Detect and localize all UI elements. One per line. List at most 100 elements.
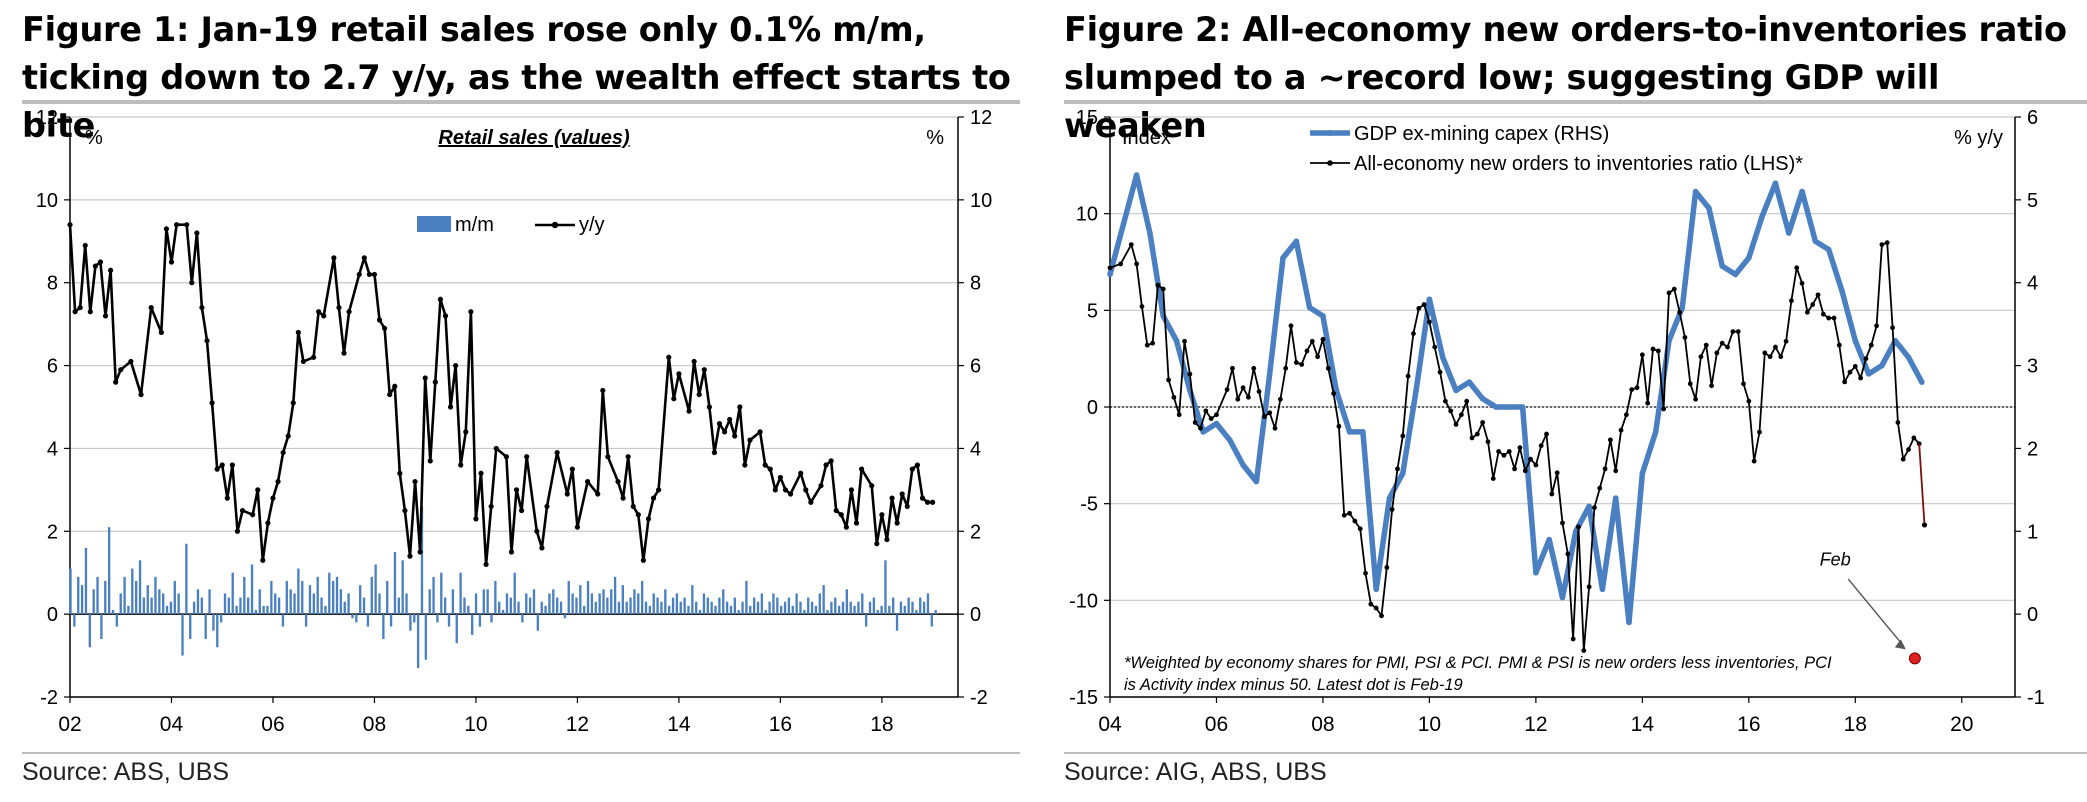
mm-bar: [671, 597, 675, 615]
y-tick-label-right: 1: [2027, 521, 2038, 543]
mm-bar: [903, 605, 906, 615]
ratio-marker: [1528, 456, 1533, 462]
mm-bar: [733, 597, 736, 615]
mm-bar: [586, 581, 590, 615]
mm-bar: [92, 589, 95, 615]
figure-1-title-rule: [22, 100, 1020, 104]
capex-marker: [1772, 180, 1779, 187]
mm-bar: [621, 585, 624, 615]
mm-bar: [154, 576, 157, 615]
yy-marker: [691, 358, 697, 365]
mm-bar: [424, 614, 428, 660]
mm-bar: [355, 614, 358, 623]
capex-marker: [1626, 619, 1632, 626]
capex-marker: [1879, 362, 1885, 369]
feb-arrowhead: [1894, 639, 1906, 650]
legend-capex-label: GDP ex-mining capex (RHS): [1354, 123, 1609, 145]
y-tick-label-left: 0: [1087, 397, 1098, 419]
ratio-marker: [1597, 485, 1603, 491]
yy-marker: [605, 454, 611, 460]
mm-bar: [602, 589, 605, 615]
mm-bar: [335, 576, 339, 615]
yy-marker: [798, 470, 804, 476]
ratio-marker: [1842, 379, 1848, 385]
ratio-marker: [1182, 338, 1187, 344]
mm-bar: [884, 560, 887, 615]
ratio-marker: [1427, 319, 1432, 325]
yy-marker: [336, 304, 342, 311]
yy-marker: [869, 483, 875, 489]
yy-marker: [270, 495, 276, 501]
capex-marker: [1852, 337, 1859, 344]
ratio-marker: [1144, 342, 1150, 348]
yy-marker: [782, 487, 789, 493]
ratio-marker: [1666, 290, 1672, 296]
ratio-marker: [1166, 377, 1171, 383]
yy-marker: [772, 487, 778, 493]
yy-marker: [584, 478, 591, 485]
yy-marker: [848, 487, 855, 493]
ratio-marker: [1139, 304, 1145, 309]
mm-bar: [235, 605, 238, 615]
ratio-marker: [1815, 292, 1821, 298]
capex-marker: [1639, 470, 1646, 477]
yy-marker: [615, 478, 621, 485]
yy-marker: [442, 313, 449, 319]
yy-marker: [432, 379, 438, 385]
ratio-marker: [1331, 391, 1336, 396]
mm-bar: [501, 610, 505, 615]
mm-bar: [571, 593, 574, 615]
yy-marker: [879, 512, 885, 518]
yy-marker: [650, 495, 657, 501]
mm-bar: [598, 593, 601, 615]
yy-marker: [767, 466, 773, 472]
ratio-marker: [1868, 342, 1874, 348]
y-tick-label-left: -10: [1069, 590, 1098, 612]
mm-bar: [583, 605, 586, 615]
y-tick-label-right: 8: [970, 273, 981, 295]
figure-2-title-rule: [1064, 100, 2087, 104]
ratio-marker: [1613, 468, 1619, 474]
mm-bar: [247, 597, 250, 615]
mm-bar: [629, 597, 632, 615]
x-tick-label: 04: [160, 713, 184, 736]
ratio-marker: [1320, 336, 1326, 342]
yy-marker: [711, 449, 718, 456]
mm-bar: [826, 610, 829, 615]
mm-bar: [239, 597, 242, 615]
ratio-marker: [1799, 280, 1805, 286]
mm-bar: [451, 589, 455, 615]
yy-marker: [371, 271, 378, 278]
mm-bar: [841, 601, 845, 615]
mm-bar: [359, 585, 362, 615]
yy-marker: [777, 474, 784, 481]
yy-marker: [620, 495, 626, 501]
ratio-marker: [1469, 435, 1475, 441]
yy-marker: [640, 557, 646, 563]
yy-marker: [118, 367, 124, 373]
mm-bar: [189, 614, 192, 639]
yy-marker: [250, 512, 256, 518]
mm-bar: [764, 610, 767, 615]
ratio-marker: [1315, 354, 1321, 360]
ratio-marker: [1645, 400, 1651, 406]
mm-bar: [162, 593, 165, 615]
mm-bar: [556, 597, 559, 615]
yy-marker: [214, 466, 220, 472]
x-tick-label: 14: [1631, 713, 1655, 736]
y-tick-label-left: 8: [47, 273, 58, 295]
y-tick-label-right: 0: [2027, 604, 2038, 626]
mm-bar: [683, 597, 686, 615]
yy-marker: [422, 375, 428, 381]
mm-bar: [258, 589, 261, 615]
y-tick-label-left: 12: [36, 107, 58, 129]
ratio-marker: [1836, 342, 1842, 348]
mm-bar: [930, 614, 933, 627]
yy-marker: [427, 458, 433, 464]
capex-marker: [1479, 395, 1486, 402]
mm-bar: [428, 589, 431, 615]
ratio-marker: [1773, 344, 1778, 350]
capex-marker: [1493, 404, 1499, 410]
ratio-marker: [1490, 476, 1496, 481]
ratio-marker: [1277, 396, 1283, 402]
